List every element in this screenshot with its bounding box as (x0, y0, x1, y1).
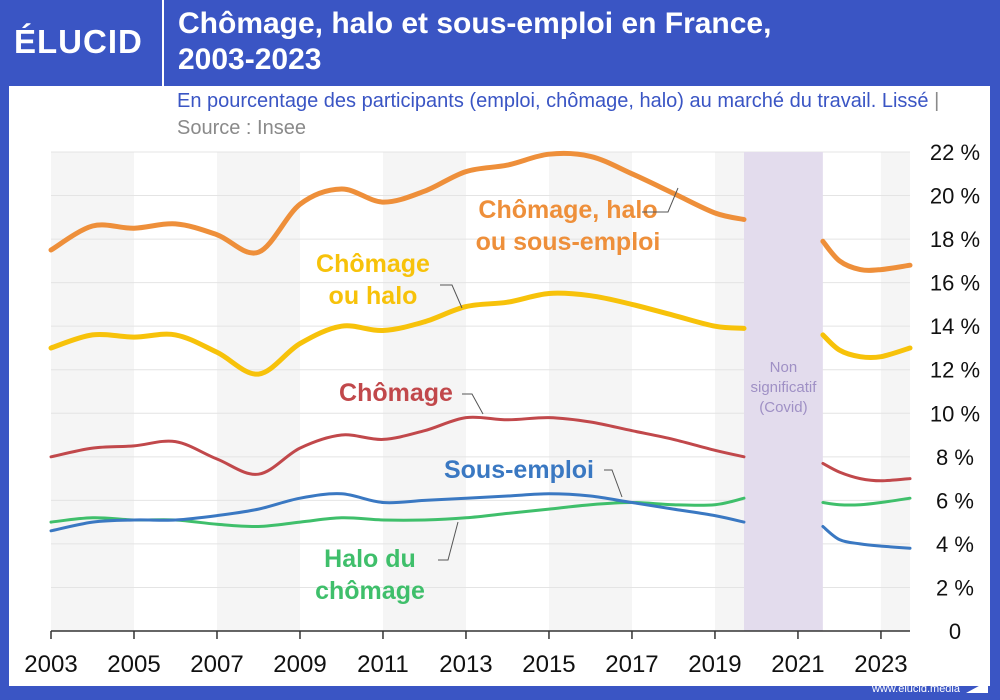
covid-label: (Covid) (759, 399, 807, 416)
y-tick-label: 22 % (930, 140, 980, 165)
label-leader-line (462, 393, 484, 415)
series-label: Chômage (339, 379, 453, 407)
y-tick-label: 6 % (936, 488, 974, 513)
y-tick-label: 18 % (930, 227, 980, 252)
label-leader-line (440, 284, 463, 309)
series-line-red (821, 461, 912, 483)
series-line-yellow (48, 290, 747, 377)
covid-label: significatif (751, 379, 818, 396)
x-tick-label: 2013 (439, 651, 492, 678)
y-tick-label: 8 % (936, 445, 974, 470)
chart-title: Chômage, halo et sous-emploi en France, … (178, 7, 772, 76)
logo-divider (162, 0, 164, 86)
x-tick-label: 2015 (522, 651, 575, 678)
elucid-mark-icon (966, 681, 988, 693)
series-label: Halo du (324, 545, 416, 573)
series-label: Chômage (316, 250, 430, 278)
covid-band (744, 152, 823, 631)
series-label: chômage (315, 577, 425, 605)
x-tick-label: 2003 (24, 651, 77, 678)
x-tick-label: 2023 (854, 651, 907, 678)
header: ÉLUCID Chômage, halo et sous-emploi en F… (0, 0, 1000, 86)
y-tick-label: 4 % (936, 532, 974, 557)
y-tick-label: 16 % (930, 271, 980, 296)
subtitle-text: En pourcentage des participants (emploi,… (177, 90, 929, 112)
series-label: Chômage, halo (478, 196, 657, 224)
background-column (216, 152, 300, 631)
subtitle-separator: | (934, 90, 940, 112)
label-leader-line (604, 469, 623, 498)
background-column (382, 152, 466, 631)
x-tick-label: 2021 (771, 651, 824, 678)
series-line-red (49, 415, 746, 476)
x-tick-label: 2005 (107, 651, 160, 678)
x-tick-label: 2019 (688, 651, 741, 678)
series-label: ou sous-emploi (476, 228, 661, 256)
x-tick-label: 2017 (605, 651, 658, 678)
y-tick-label: 20 % (930, 184, 980, 209)
y-tick-label: 0 (949, 619, 961, 644)
source-text: Source : Insee (177, 117, 306, 139)
series-line-orange (48, 150, 747, 256)
x-tick-label: 2007 (190, 651, 243, 678)
series-line-blue (49, 492, 746, 533)
y-tick-label: 2 % (936, 575, 974, 600)
y-tick-label: 12 % (930, 358, 980, 383)
background-column (880, 152, 910, 631)
series-label: Sous-emploi (444, 456, 594, 484)
background-column (548, 152, 632, 631)
covid-label: Non (770, 359, 798, 376)
series-line-orange (820, 238, 913, 273)
chart-panel (9, 86, 990, 686)
x-tick-label: 2011 (357, 651, 409, 678)
series-label: ou halo (329, 282, 418, 310)
label-leader-line (438, 521, 459, 561)
y-tick-label: 14 % (930, 314, 980, 339)
x-tick-label: 2009 (273, 651, 326, 678)
label-leader-line (642, 187, 679, 213)
background-column (51, 152, 134, 631)
series-line-blue (821, 525, 912, 550)
y-tick-label: 10 % (930, 401, 980, 426)
elucid-logo[interactable]: ÉLUCID (14, 23, 143, 60)
footer-url[interactable]: www.elucid.media (871, 683, 960, 695)
series-line-yellow (820, 332, 913, 361)
chart-subtitle: En pourcentage des participants (emploi,… (177, 88, 967, 142)
series-line-green (821, 496, 912, 507)
